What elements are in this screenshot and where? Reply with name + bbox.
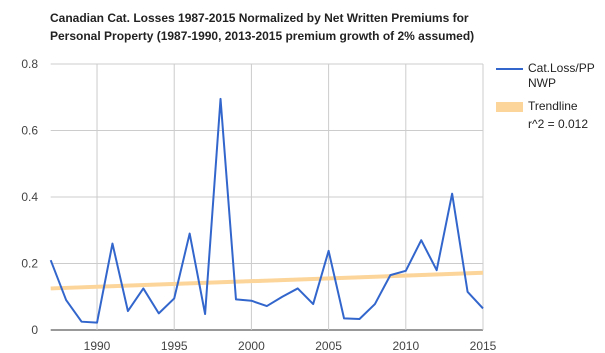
x-tick-label: 2010: [392, 339, 419, 353]
x-tick-label: 2015: [470, 339, 497, 353]
data-line: [49, 97, 484, 324]
x-tick-label: 1995: [161, 339, 188, 353]
chart-title: Personal Property (1987-1990, 2013-2015 …: [50, 29, 474, 43]
y-tick-label: 0.8: [21, 57, 38, 71]
legend-label: Trendline: [528, 99, 578, 113]
trendline: [50, 270, 484, 291]
x-tick-label: 2005: [315, 339, 342, 353]
legend-label: Cat.Loss/PP NWP: [528, 61, 595, 90]
y-tick-label: 0: [31, 323, 38, 337]
y-tick-label: 0.6: [21, 124, 38, 138]
legend-label: r^2 = 0.012: [528, 117, 589, 131]
chart-title: Canadian Cat. Losses 1987-2015 Normalize…: [50, 11, 469, 25]
y-tick-label: 0.4: [21, 190, 38, 204]
x-tick-label: 1990: [84, 339, 111, 353]
y-tick-label: 0.2: [21, 257, 38, 271]
x-tick-label: 2000: [238, 339, 265, 353]
